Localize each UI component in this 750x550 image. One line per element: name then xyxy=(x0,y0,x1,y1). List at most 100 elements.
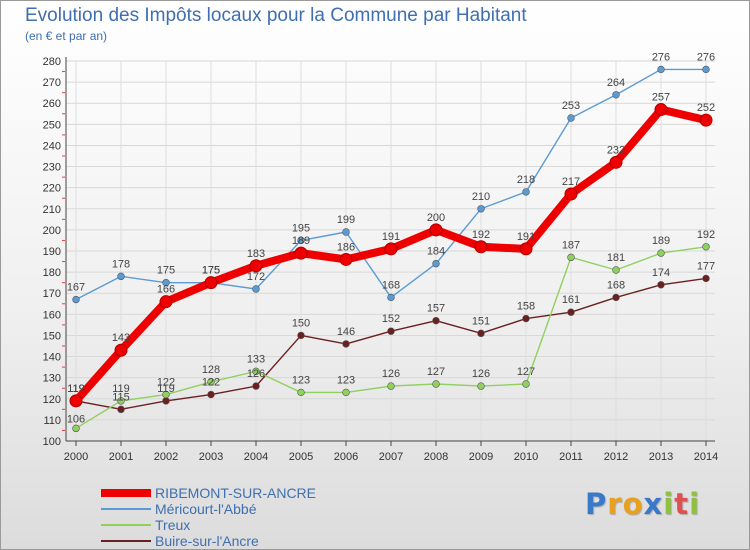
data-point-buire xyxy=(387,327,395,335)
x-tick-label: 2000 xyxy=(64,451,88,463)
y-tick-label: 160 xyxy=(43,309,61,321)
logo-letter: o xyxy=(622,487,644,521)
logo-letter: t xyxy=(674,487,690,521)
y-tick-label: 220 xyxy=(43,183,61,195)
data-label-buire: 157 xyxy=(427,303,445,315)
data-label-buire: 174 xyxy=(652,267,670,279)
data-label-ribemont: 232 xyxy=(607,144,625,156)
data-label-buire: 177 xyxy=(697,260,715,272)
legend-swatch-treux xyxy=(101,524,151,526)
data-point-treux xyxy=(657,249,665,257)
data-point-buire xyxy=(702,274,710,283)
data-label-ribemont: 217 xyxy=(562,176,580,188)
x-tick-label: 2005 xyxy=(289,451,313,463)
data-point-buire xyxy=(207,390,215,399)
data-point-mericourt xyxy=(432,259,440,268)
data-label-mericourt: 168 xyxy=(382,279,400,291)
data-label-buire: 126 xyxy=(247,368,265,380)
data-label-buire: 151 xyxy=(472,315,490,327)
data-label-treux: 122 xyxy=(157,377,175,389)
data-point-treux xyxy=(252,367,260,376)
data-point-treux xyxy=(162,390,170,399)
x-tick-label: 2013 xyxy=(649,451,673,463)
data-point-ribemont xyxy=(609,155,623,169)
data-point-mericourt xyxy=(342,228,350,236)
y-tick-label: 200 xyxy=(43,225,61,237)
y-tick-label: 180 xyxy=(43,267,61,279)
data-point-mericourt xyxy=(477,205,485,213)
series-treux xyxy=(72,243,710,433)
data-point-buire xyxy=(612,293,620,302)
data-label-mericourt: 218 xyxy=(517,174,535,186)
data-point-treux xyxy=(612,266,620,274)
x-tick-label: 2003 xyxy=(199,451,223,463)
data-label-ribemont: 183 xyxy=(247,248,265,260)
data-label-mericourt: 195 xyxy=(292,222,310,234)
data-label-treux: 192 xyxy=(697,229,715,241)
legend-swatch-ribemont xyxy=(101,489,151,497)
data-label-treux: 126 xyxy=(382,368,400,380)
data-label-treux: 123 xyxy=(292,374,310,386)
legend-swatch-mericourt xyxy=(101,508,151,510)
data-point-treux xyxy=(567,253,575,262)
y-tick-label: 140 xyxy=(43,352,61,364)
y-tick-label: 250 xyxy=(43,119,61,131)
data-point-ribemont xyxy=(339,252,353,266)
data-point-ribemont xyxy=(114,343,128,357)
data-point-ribemont xyxy=(384,242,398,256)
logo-letter: i xyxy=(689,487,701,521)
data-point-buire xyxy=(432,316,440,325)
x-tick-label: 2011 xyxy=(559,451,583,463)
data-label-treux: 119 xyxy=(112,383,130,395)
data-point-treux xyxy=(477,382,485,390)
data-label-buire: 122 xyxy=(202,377,220,389)
data-point-mericourt xyxy=(162,278,170,287)
data-point-ribemont xyxy=(429,223,443,237)
data-label-mericourt: 184 xyxy=(427,246,445,258)
data-point-mericourt xyxy=(612,91,620,99)
data-label-ribemont: 186 xyxy=(337,241,355,253)
y-tick-label: 110 xyxy=(43,415,61,427)
x-tick-label: 2002 xyxy=(154,451,178,463)
data-label-mericourt: 253 xyxy=(562,100,580,112)
data-point-treux xyxy=(207,378,215,386)
data-point-buire xyxy=(162,397,170,405)
data-point-mericourt xyxy=(117,272,125,281)
data-point-ribemont xyxy=(249,259,263,273)
data-label-mericourt: 175 xyxy=(202,265,220,277)
data-label-buire: 152 xyxy=(382,313,400,325)
data-label-mericourt: 276 xyxy=(652,51,670,63)
x-tick-label: 2014 xyxy=(694,451,718,463)
data-point-ribemont xyxy=(159,295,173,309)
data-label-treux: 123 xyxy=(337,374,355,386)
data-point-mericourt xyxy=(522,188,530,196)
data-label-treux: 181 xyxy=(607,252,625,264)
y-tick-label: 210 xyxy=(43,204,61,216)
data-point-treux xyxy=(432,380,440,388)
data-label-buire: 119 xyxy=(157,383,175,395)
x-tick-label: 2008 xyxy=(424,451,448,463)
x-tick-label: 2007 xyxy=(379,451,403,463)
data-label-mericourt: 276 xyxy=(697,51,715,63)
data-label-buire: 168 xyxy=(607,279,625,291)
y-tick-label: 100 xyxy=(43,436,61,448)
data-point-treux xyxy=(702,243,710,251)
y-tick-label: 240 xyxy=(43,140,61,152)
logo-letter: x xyxy=(643,487,664,521)
data-label-mericourt: 199 xyxy=(337,214,355,226)
legend-label-treux: Treux xyxy=(155,517,191,533)
data-label-mericourt: 172 xyxy=(247,271,265,283)
data-label-buire: 146 xyxy=(337,326,355,338)
data-label-ribemont: 166 xyxy=(157,284,175,296)
data-label-treux: 127 xyxy=(427,366,445,378)
data-point-buire xyxy=(297,331,305,340)
data-point-ribemont xyxy=(69,394,83,408)
data-point-mericourt xyxy=(297,236,305,245)
series-mericourt xyxy=(72,65,710,304)
chart-title: Evolution des Impôts locaux pour la Comm… xyxy=(25,5,527,26)
data-point-mericourt xyxy=(252,285,260,293)
data-label-treux: 133 xyxy=(247,353,265,365)
legend-label-buire: Buire-sur-l'Ancre xyxy=(155,533,259,549)
data-label-treux: 106 xyxy=(67,413,85,425)
